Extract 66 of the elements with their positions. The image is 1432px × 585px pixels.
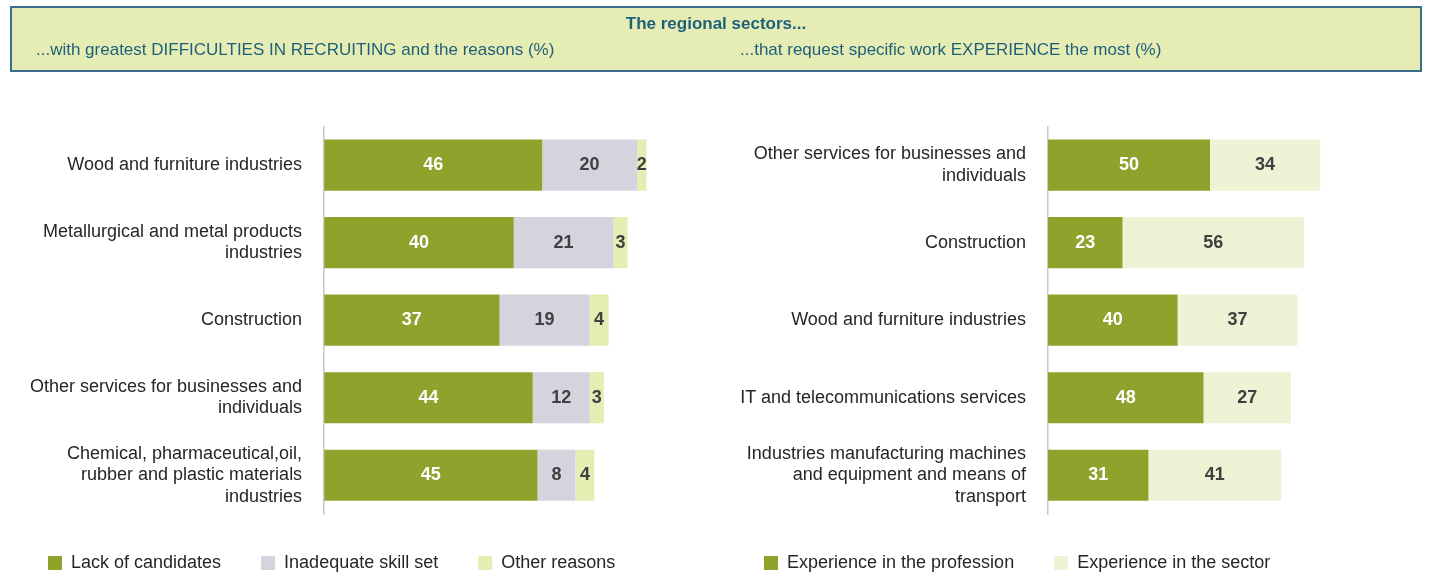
data-label: 3 <box>615 231 626 252</box>
bar <box>1210 139 1321 191</box>
data-label: 27 <box>1237 386 1258 407</box>
data-label: 23 <box>1075 231 1096 252</box>
data-label: 2 <box>636 154 647 175</box>
bar <box>542 139 638 191</box>
data-label: 37 <box>401 309 422 330</box>
bar <box>1048 294 1178 346</box>
y-tick-label: IT and telecommunications services <box>740 386 1026 407</box>
bar <box>324 372 533 424</box>
bar <box>1148 449 1282 501</box>
data-label: 20 <box>579 154 600 175</box>
bar <box>1048 139 1210 191</box>
y-tick-label: Other services for businesses and individuals <box>29 375 303 418</box>
legend-label: Other reasons <box>501 551 616 572</box>
y-tick-label: Wood and furniture industries <box>67 154 303 175</box>
bar <box>613 217 628 269</box>
y-tick-label: Other services for businesses and individuals <box>753 143 1026 185</box>
bar <box>513 217 614 269</box>
bar <box>532 372 590 424</box>
data-label: 40 <box>408 231 429 252</box>
data-label: 4 <box>594 309 605 330</box>
y-tick-label: Wood and furniture industries <box>791 309 1026 330</box>
legend-label: Experience in the profession <box>787 551 1015 572</box>
bar <box>1048 217 1123 269</box>
data-label: 31 <box>1088 464 1109 485</box>
data-label: 40 <box>1102 309 1123 330</box>
data-label: 56 <box>1203 231 1224 252</box>
bar <box>1048 449 1149 501</box>
bar <box>1203 372 1291 424</box>
bar <box>324 139 543 191</box>
data-label: 3 <box>591 386 602 407</box>
y-tick-label: Industries manufacturing machines and equipment and means of transport <box>746 442 1027 506</box>
chart-subtitle: ...that request specific work EXPERIENCE the most (%) <box>739 39 1163 60</box>
data-label: 8 <box>551 464 562 485</box>
bar <box>1177 294 1298 346</box>
bar <box>589 294 609 346</box>
data-label: 19 <box>534 309 555 330</box>
data-label: 45 <box>420 464 441 485</box>
text: The regional sectors... <box>624 13 808 34</box>
data-label: 41 <box>1204 464 1225 485</box>
bar <box>575 449 595 501</box>
data-label: 21 <box>553 231 574 252</box>
data-label: 12 <box>551 386 572 407</box>
data-label: 50 <box>1118 154 1140 175</box>
bar <box>499 294 590 346</box>
data-label: 44 <box>418 386 439 407</box>
data-label: 34 <box>1255 154 1276 175</box>
data-label: 4 <box>579 464 590 485</box>
legend-label: Inadequate skill set <box>284 551 439 572</box>
data-label: 48 <box>1115 386 1136 407</box>
y-tick-label: Metallurgical and metal products industries <box>42 220 303 263</box>
bar <box>1048 372 1204 424</box>
data-label: 37 <box>1227 309 1248 330</box>
bar <box>324 217 514 269</box>
y-tick-label: Construction <box>924 231 1026 252</box>
y-tick-label: Chemical, pharmaceutical,oil, rubber and plastic materials industries <box>67 442 303 506</box>
data-label: 46 <box>423 154 444 175</box>
bar <box>1122 217 1304 269</box>
legend-label: Experience in the sector <box>1077 551 1271 572</box>
bar <box>537 449 576 501</box>
bar <box>324 449 538 501</box>
bar <box>324 294 500 346</box>
chart-subtitle: ...with greatest DIFFICULTIES IN RECRUITING and the reasons (%) <box>35 39 556 60</box>
legend-label: Lack of candidates <box>71 551 222 572</box>
y-tick-label: Construction <box>201 309 303 330</box>
